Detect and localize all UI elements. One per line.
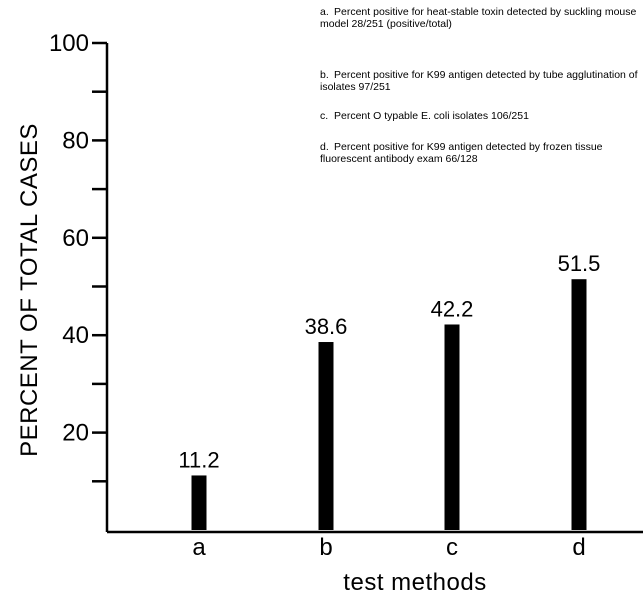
legend-letter: b. — [320, 69, 329, 81]
bar-value-label: 51.5 — [558, 251, 601, 276]
legend-text: Percent O typable E. coli isolates 106/2… — [334, 110, 529, 122]
bar-b — [318, 342, 334, 530]
legend-letter: c. — [320, 110, 329, 122]
x-tick-label: a — [192, 534, 206, 561]
y-tick-label: 40 — [62, 322, 89, 349]
legend-letter: a. — [320, 6, 329, 18]
bar-value-label: 42.2 — [431, 296, 474, 321]
bar-c — [444, 324, 460, 530]
y-tick-label: 80 — [62, 127, 89, 154]
y-tick-label: 60 — [62, 225, 89, 252]
x-tick-labels: a b c d — [192, 534, 585, 561]
y-axis-title: PERCENT OF TOTAL CASES — [16, 123, 43, 457]
legend-text: Percent positive for K99 antigen detecte… — [320, 69, 638, 93]
legend-item-b: b. Percent positive for K99 antigen detec… — [320, 69, 642, 93]
legend-text: Percent positive for heat-stable toxin d… — [320, 6, 637, 30]
x-tick-label: c — [446, 534, 458, 561]
legend-item-a: a. Percent positive for heat-stable toxin… — [320, 6, 642, 30]
y-tick-label: 20 — [62, 420, 89, 447]
legend-text: Percent positive for K99 antigen detecte… — [320, 141, 603, 165]
bar-a — [191, 475, 207, 530]
bar-value-label: 11.2 — [178, 447, 219, 472]
bar-value-label: 38.6 — [305, 314, 348, 339]
legend-letter: d. — [320, 141, 329, 153]
y-ticks: 20 40 60 80 100 — [49, 30, 107, 483]
legend-item-c: c. Percent O typable E. coli isolates 106… — [320, 110, 529, 122]
bars: 11.2 38.6 42.2 51.5 — [178, 251, 600, 530]
y-tick-label: 100 — [49, 30, 89, 57]
x-tick-label: d — [572, 534, 585, 561]
legend-item-d: d. Percent positive for K99 antigen detec… — [320, 141, 642, 165]
x-tick-label: b — [319, 534, 332, 561]
bar-d — [571, 279, 587, 530]
x-axis-title: test methods — [343, 569, 486, 596]
